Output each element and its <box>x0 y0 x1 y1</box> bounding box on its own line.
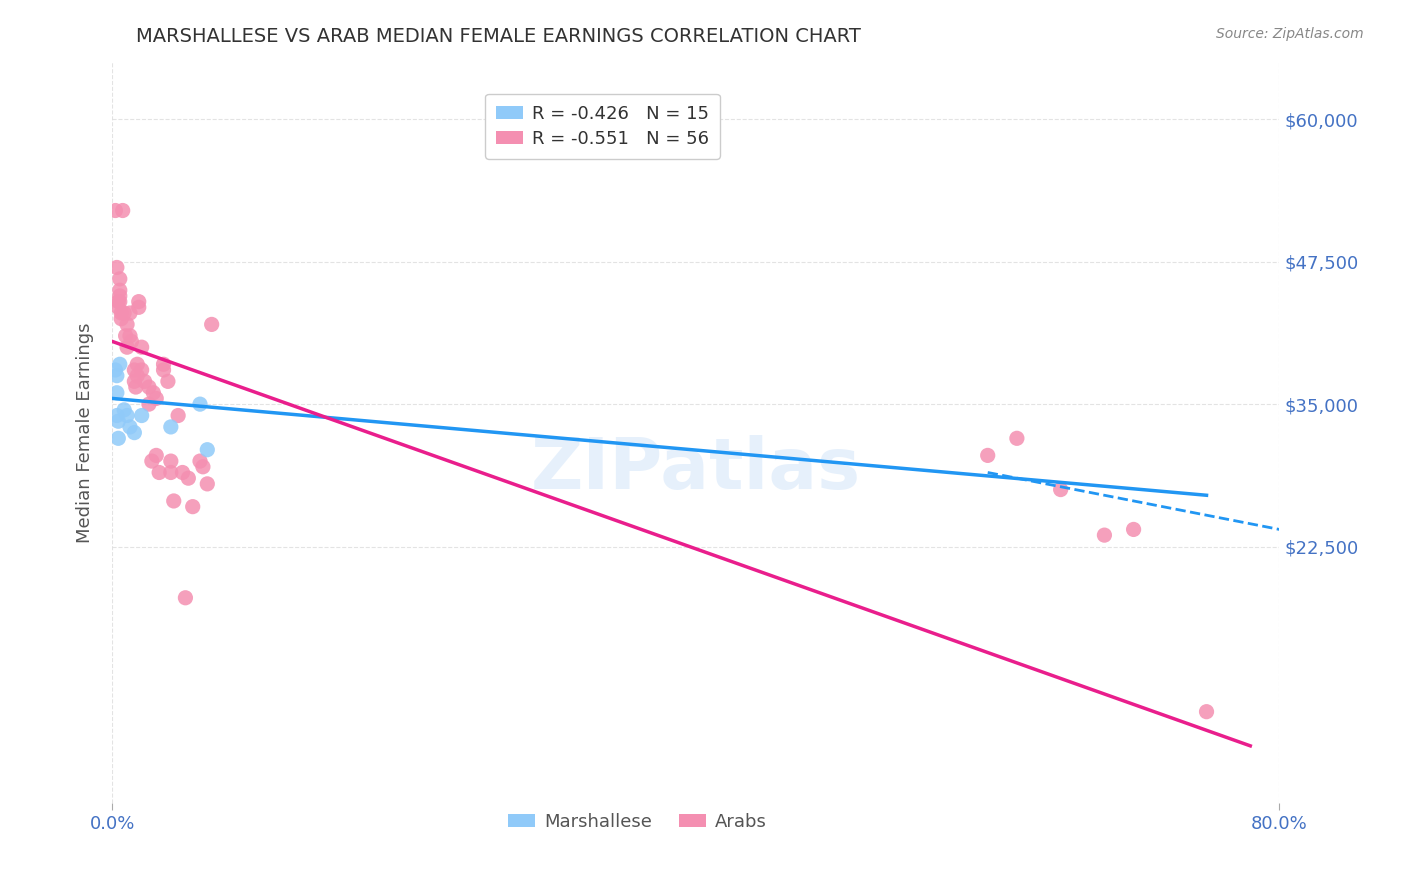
Point <box>105 409 128 423</box>
Point <box>156 375 179 389</box>
Point <box>191 459 214 474</box>
Point <box>115 340 138 354</box>
Point <box>118 306 141 320</box>
Point <box>134 375 156 389</box>
Point <box>110 306 132 320</box>
Point <box>125 380 148 394</box>
Point <box>201 318 224 332</box>
Point <box>108 289 131 303</box>
Point <box>141 454 163 468</box>
Legend: Marshallese, Arabs: Marshallese, Arabs <box>501 805 775 838</box>
Point <box>131 363 153 377</box>
Point <box>111 203 134 218</box>
Point <box>112 402 135 417</box>
Point <box>107 294 129 309</box>
Point <box>108 357 131 371</box>
Point <box>188 397 211 411</box>
Point <box>128 294 150 309</box>
Point <box>104 203 127 218</box>
Point <box>127 368 149 383</box>
Point <box>148 466 170 480</box>
Point <box>107 414 129 428</box>
Point <box>108 294 131 309</box>
Point <box>195 476 218 491</box>
Point <box>976 449 998 463</box>
Point <box>1195 705 1218 719</box>
Point <box>163 494 186 508</box>
Point <box>1049 483 1071 497</box>
Point <box>172 466 194 480</box>
Point <box>107 431 129 445</box>
Point <box>152 363 174 377</box>
Point <box>160 466 183 480</box>
Text: ZIPatlas: ZIPatlas <box>531 435 860 504</box>
Point <box>195 442 218 457</box>
Point <box>105 385 128 400</box>
Point <box>118 328 141 343</box>
Point <box>1094 528 1116 542</box>
Point <box>131 409 153 423</box>
Point <box>104 363 127 377</box>
Point <box>108 272 131 286</box>
Point <box>108 283 131 297</box>
Text: Source: ZipAtlas.com: Source: ZipAtlas.com <box>1216 27 1364 41</box>
Y-axis label: Median Female Earnings: Median Female Earnings <box>76 322 94 543</box>
Point <box>128 301 150 315</box>
Point <box>145 392 167 406</box>
Point <box>115 409 138 423</box>
Point <box>105 260 128 275</box>
Point <box>181 500 204 514</box>
Point <box>145 449 167 463</box>
Point <box>167 409 190 423</box>
Point <box>152 357 174 371</box>
Point <box>107 301 129 315</box>
Point <box>1005 431 1028 445</box>
Point <box>112 306 135 320</box>
Point <box>174 591 197 605</box>
Point <box>138 397 160 411</box>
Point <box>160 420 183 434</box>
Text: MARSHALLESE VS ARAB MEDIAN FEMALE EARNINGS CORRELATION CHART: MARSHALLESE VS ARAB MEDIAN FEMALE EARNIN… <box>136 27 860 45</box>
Point <box>177 471 200 485</box>
Point <box>160 454 183 468</box>
Point <box>105 368 128 383</box>
Point <box>1122 523 1144 537</box>
Point <box>127 357 149 371</box>
Point <box>142 385 165 400</box>
Point <box>118 420 141 434</box>
Point <box>110 311 132 326</box>
Point <box>120 334 142 349</box>
Point <box>138 380 160 394</box>
Point <box>124 363 146 377</box>
Point <box>188 454 211 468</box>
Point <box>124 425 146 440</box>
Point <box>124 375 146 389</box>
Point <box>114 328 136 343</box>
Point <box>115 318 138 332</box>
Point <box>131 340 153 354</box>
